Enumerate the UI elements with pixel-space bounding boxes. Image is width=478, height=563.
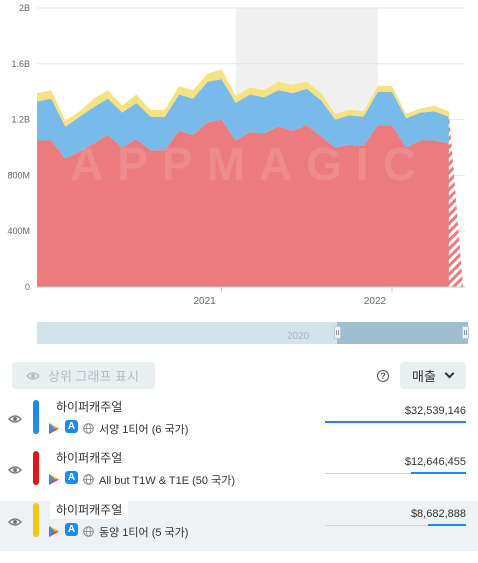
google-play-icon <box>49 423 59 434</box>
app-store-icon: A <box>65 420 78 433</box>
region-label: All but T1W & T1E (50 국가) <box>99 475 235 487</box>
value-track <box>325 525 466 526</box>
value-bar <box>411 472 466 474</box>
scroll-selected-range[interactable] <box>337 322 468 344</box>
revenue-area-chart: 0 400M 800M 1.2B 1.6B 2B APPMAGIC 2021 2022 <box>7 3 465 307</box>
app-store-icon: A <box>65 523 78 536</box>
area-series-0 <box>37 119 463 287</box>
legend-row[interactable]: 하이퍼캐주얼 A All but T1W & T1E (50 국가) $12,6… <box>0 449 478 499</box>
scroll-year-label: 2020 <box>287 331 310 342</box>
revenue-value: $32,539,146 <box>404 405 466 417</box>
y-tick-label: 1.2B <box>11 115 30 125</box>
series-color-bar <box>33 400 39 434</box>
chart-svg: 0 400M 800M 1.2B 1.6B 2B APPMAGIC 2021 2022 <box>7 3 465 307</box>
legend-row[interactable]: 하이퍼캐주얼 A 동양 1티어 (5 국가) $8,682,888 <box>0 501 478 551</box>
time-range-scrollbar[interactable]: 2020 <box>37 322 469 344</box>
appmagic-watermark: APPMAGIC <box>70 138 430 190</box>
globe-icon <box>83 423 94 434</box>
app-store-icon: A <box>65 471 78 484</box>
y-tick-label: 800M <box>7 170 30 180</box>
series-color-bar <box>33 503 39 537</box>
show-top-graph-label: 상위 그래프 표시 <box>48 369 139 384</box>
metric-select-value: 매출 <box>412 369 436 384</box>
y-tick-label: 0 <box>25 282 30 292</box>
show-top-graph-button[interactable]: 상위 그래프 표시 <box>12 362 155 389</box>
metric-select[interactable]: 매출 <box>400 362 466 389</box>
area-series-1 <box>37 79 463 288</box>
y-tick-label: 400M <box>7 226 30 236</box>
help-icon[interactable]: ? <box>377 370 389 382</box>
scroll-left-handle[interactable] <box>334 326 341 339</box>
value-bar <box>428 524 466 526</box>
region-label: 서양 1티어 (6 국가) <box>99 424 189 436</box>
google-play-icon <box>49 474 59 485</box>
category-title: 하이퍼캐주얼 <box>50 449 129 467</box>
y-tick-label: 1.6B <box>11 59 30 69</box>
revenue-value: $8,682,888 <box>410 508 466 520</box>
value-track <box>325 473 466 474</box>
globe-icon <box>83 474 94 485</box>
x-tick-label: 2021 <box>193 296 216 307</box>
globe-icon <box>83 526 94 537</box>
eye-icon <box>26 371 40 380</box>
series-color-bar <box>33 451 39 485</box>
x-tick-label: 2022 <box>364 296 387 307</box>
google-play-icon <box>49 526 59 537</box>
eye-icon[interactable] <box>8 517 22 527</box>
value-bar <box>325 421 466 423</box>
eye-icon[interactable] <box>8 414 22 424</box>
eye-icon[interactable] <box>8 465 22 475</box>
scroll-right-handle[interactable] <box>462 326 469 339</box>
legend-row[interactable]: 하이퍼캐주얼 A 서양 1티어 (6 국가) $32,539,146 <box>0 398 478 448</box>
revenue-value: $12,646,455 <box>404 456 466 468</box>
chevron-down-icon <box>444 368 455 379</box>
category-title: 하이퍼캐주얼 <box>50 501 129 519</box>
y-tick-label: 2B <box>19 3 30 13</box>
projection-hatch <box>448 111 463 287</box>
category-title: 하이퍼캐주얼 <box>50 398 129 416</box>
region-label: 동양 1티어 (5 국가) <box>99 527 189 539</box>
